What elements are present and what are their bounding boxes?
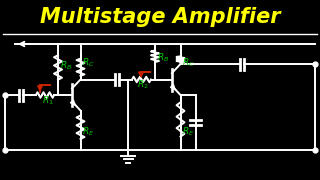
Text: Multistage Amplifier: Multistage Amplifier [40, 7, 280, 27]
Text: $R_C$: $R_C$ [182, 56, 195, 69]
Text: $R_C$: $R_C$ [82, 56, 95, 69]
Text: $R_1$: $R_1$ [42, 94, 54, 107]
Text: $R_B$: $R_B$ [157, 51, 169, 64]
Text: $R_E$: $R_E$ [182, 126, 194, 138]
Text: $R_B$: $R_B$ [60, 59, 72, 71]
Text: $R_E$: $R_E$ [82, 126, 94, 138]
Text: $R_2$: $R_2$ [137, 78, 149, 91]
